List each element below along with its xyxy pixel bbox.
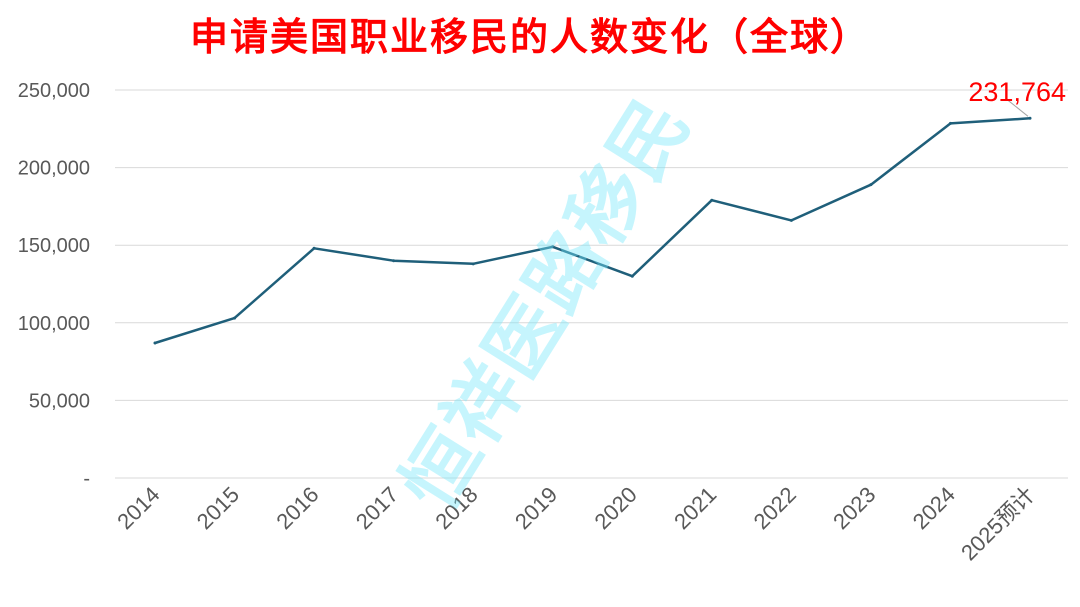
data-point <box>312 246 316 250</box>
data-point <box>789 218 793 222</box>
data-point <box>1028 116 1032 120</box>
x-axis-tick-labels: 2014 2015 2016 2017 2018 2019 2020 2021 2022 2023… <box>112 482 1039 565</box>
gridlines <box>115 89 1068 479</box>
series-line <box>153 117 1032 345</box>
y-tick-label: 250,000 <box>18 80 90 102</box>
x-tick-label: 2021 <box>669 482 721 534</box>
x-tick-label: 2018 <box>430 482 482 534</box>
data-point <box>233 316 237 320</box>
y-tick-label: 200,000 <box>18 158 90 180</box>
x-tick-label: 2020 <box>590 482 642 534</box>
data-point <box>392 259 396 263</box>
data-point <box>630 274 634 278</box>
y-axis-tick-labels: - 50,000 100,000 150,000 200,000 250,000 <box>18 80 90 490</box>
data-point <box>869 183 873 187</box>
x-tick-label: 2017 <box>351 482 403 534</box>
series-layer <box>153 116 1032 345</box>
data-label-annotation: 231,764 <box>968 77 1066 107</box>
data-point <box>471 262 475 266</box>
y-tick-label: 50,000 <box>29 390 90 412</box>
data-point <box>551 245 555 249</box>
y-tick-label: 150,000 <box>18 235 90 257</box>
x-tick-label: 2019 <box>510 482 562 534</box>
y-tick-label: - <box>83 468 90 490</box>
x-tick-label: 2016 <box>271 482 323 534</box>
chart-title: 申请美国职业移民的人数变化（全球） <box>189 15 870 59</box>
data-point <box>153 341 157 345</box>
x-tick-label: 2024 <box>908 482 960 534</box>
data-point <box>710 198 714 202</box>
x-tick-label: 2022 <box>749 482 801 534</box>
x-tick-label: 2025预计 <box>956 482 1039 565</box>
x-tick-label: 2014 <box>112 482 164 534</box>
annotation-leader-line <box>1007 99 1029 117</box>
annotations: 231,764 <box>968 77 1066 117</box>
data-point <box>948 121 952 125</box>
x-tick-label: 2023 <box>828 482 880 534</box>
x-tick-label: 2015 <box>192 482 244 534</box>
y-tick-label: 100,000 <box>18 313 90 335</box>
